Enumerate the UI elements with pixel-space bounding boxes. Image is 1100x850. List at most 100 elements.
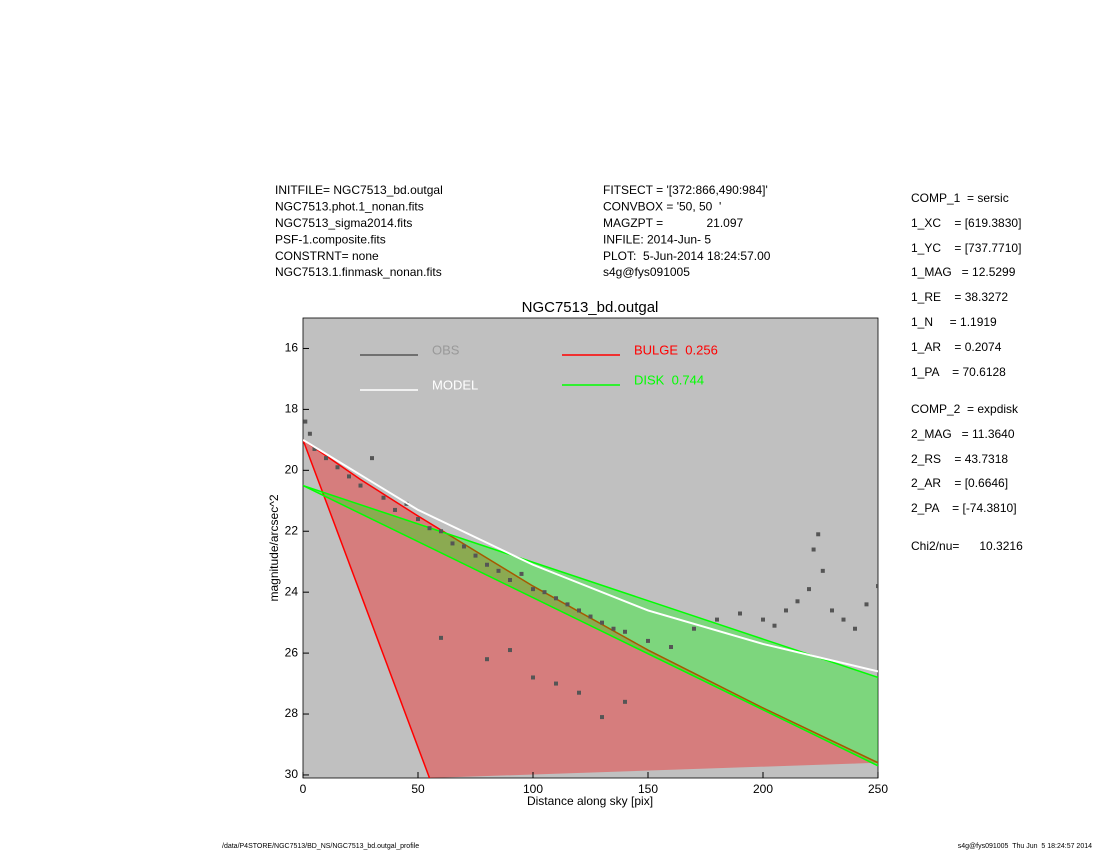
obs-point bbox=[531, 587, 535, 592]
obs-point bbox=[623, 699, 627, 704]
obs-point bbox=[554, 596, 558, 601]
y-tick-label: 24 bbox=[285, 584, 299, 598]
fit-parameter: 2_AR = [0.6646] bbox=[911, 476, 1008, 490]
obs-point bbox=[508, 577, 512, 582]
chart-title: NGC7513_bd.outgal bbox=[522, 299, 659, 316]
obs-point bbox=[462, 544, 466, 549]
header-middle-line: MAGZPT = 21.097 bbox=[603, 216, 743, 230]
obs-point bbox=[600, 620, 604, 625]
plot-background bbox=[302, 317, 879, 779]
fit-parameter: 1_YC = [737.7710] bbox=[911, 241, 1021, 255]
obs-point bbox=[307, 431, 312, 436]
legend-label: DISK 0.744 bbox=[634, 372, 704, 387]
fit-parameter: 2_PA = [-74.3810] bbox=[911, 501, 1017, 515]
header-left-line: INITFILE= NGC7513_bd.outgal bbox=[275, 183, 443, 197]
fit-parameter: 1_AR = 0.2074 bbox=[911, 340, 1002, 354]
obs-point bbox=[496, 568, 501, 573]
header-middle-line: PLOT: 5-Jun-2014 18:24:57.00 bbox=[603, 249, 771, 263]
obs-point bbox=[531, 675, 535, 680]
obs-point bbox=[554, 681, 558, 686]
obs-point bbox=[811, 547, 816, 552]
legend-label: OBS bbox=[432, 342, 460, 357]
obs-point bbox=[646, 638, 650, 643]
obs-point bbox=[795, 599, 800, 604]
fit-parameter: 1_MAG = 12.5299 bbox=[911, 265, 1016, 279]
x-axis-label: Distance along sky [pix] bbox=[527, 794, 653, 808]
obs-point bbox=[588, 614, 593, 619]
header-left-line: NGC7513.phot.1_nonan.fits bbox=[275, 200, 424, 214]
obs-point bbox=[450, 541, 455, 546]
obs-point bbox=[816, 532, 821, 537]
obs-point bbox=[303, 419, 308, 424]
obs-point bbox=[692, 626, 696, 631]
y-tick-label: 26 bbox=[285, 645, 299, 659]
fit-parameter: 1_RE = 38.3272 bbox=[911, 290, 1008, 304]
obs-point bbox=[439, 529, 443, 534]
fit-parameter: 2_MAG = 11.3640 bbox=[911, 427, 1015, 441]
header-middle-line: s4g@fys091005 bbox=[603, 265, 690, 279]
obs-point bbox=[416, 517, 420, 522]
footer-right: s4g@fys091005 Thu Jun 5 18:24:57 2014 bbox=[958, 843, 1092, 850]
header-left-line: PSF-1.composite.fits bbox=[275, 232, 386, 246]
obs-point bbox=[807, 587, 811, 592]
fit-parameter: 1_PA = 70.6128 bbox=[911, 365, 1006, 379]
x-tick-label: 50 bbox=[411, 782, 425, 796]
obs-point bbox=[485, 562, 489, 567]
obs-point bbox=[370, 456, 374, 461]
legend-label: BULGE 0.256 bbox=[634, 342, 718, 357]
obs-point bbox=[864, 602, 869, 607]
obs-point bbox=[577, 608, 581, 613]
obs-point bbox=[381, 495, 386, 500]
obs-point bbox=[830, 608, 834, 613]
y-tick-label: 30 bbox=[285, 767, 299, 781]
header-left-line: CONSTRNT= none bbox=[275, 249, 379, 263]
component-upper bbox=[303, 439, 878, 764]
obs-point bbox=[565, 602, 570, 607]
component-upper bbox=[303, 484, 878, 679]
x-tick-label: 250 bbox=[868, 782, 888, 796]
obs-point bbox=[439, 635, 443, 640]
obs-point bbox=[876, 584, 878, 589]
obs-point bbox=[485, 657, 489, 662]
fit-parameter: 1_N = 1.1919 bbox=[911, 315, 997, 329]
obs-point bbox=[324, 456, 328, 461]
obs-point bbox=[347, 474, 351, 479]
legend-label: MODEL bbox=[432, 377, 478, 392]
y-tick-label: 28 bbox=[285, 706, 299, 720]
obs-point bbox=[715, 617, 719, 622]
obs-point bbox=[820, 568, 825, 573]
obs-point bbox=[519, 571, 524, 576]
obs-point bbox=[577, 690, 581, 695]
fit-parameter: Chi2/nu= 10.3216 bbox=[911, 539, 1023, 553]
obs-point bbox=[508, 648, 512, 653]
y-tick-label: 18 bbox=[285, 402, 299, 416]
obs-point bbox=[623, 629, 627, 634]
obs-point bbox=[358, 483, 363, 488]
obs-point bbox=[738, 611, 742, 616]
plot-marks bbox=[303, 419, 878, 778]
obs-point bbox=[473, 553, 478, 558]
header-left-line: NGC7513_sigma2014.fits bbox=[275, 216, 412, 230]
obs-point bbox=[841, 617, 846, 622]
y-tick-label: 16 bbox=[285, 341, 299, 355]
fit-parameter: COMP_1 = sersic bbox=[911, 191, 1009, 205]
obs-point bbox=[772, 623, 777, 628]
y-tick-label: 22 bbox=[285, 523, 299, 537]
obs-point bbox=[761, 617, 765, 622]
obs-point bbox=[853, 626, 857, 631]
x-tick-label: 150 bbox=[638, 782, 658, 796]
obs-point bbox=[393, 507, 397, 512]
header-left-line: NGC7513.1.finmask_nonan.fits bbox=[275, 265, 442, 279]
y-tick-label: 20 bbox=[285, 462, 299, 476]
fit-parameter: 1_XC = [619.3830] bbox=[911, 216, 1021, 230]
obs-point bbox=[600, 715, 604, 720]
fit-parameter: COMP_2 = expdisk bbox=[911, 402, 1019, 416]
x-tick-label: 0 bbox=[300, 782, 307, 796]
obs-point bbox=[669, 645, 673, 650]
obs-point bbox=[542, 590, 547, 595]
component-lower bbox=[303, 484, 878, 767]
obs-point bbox=[427, 526, 432, 531]
header-middle-line: FITSECT = '[372:866,490:984]' bbox=[603, 183, 768, 197]
obs-point bbox=[784, 608, 788, 613]
